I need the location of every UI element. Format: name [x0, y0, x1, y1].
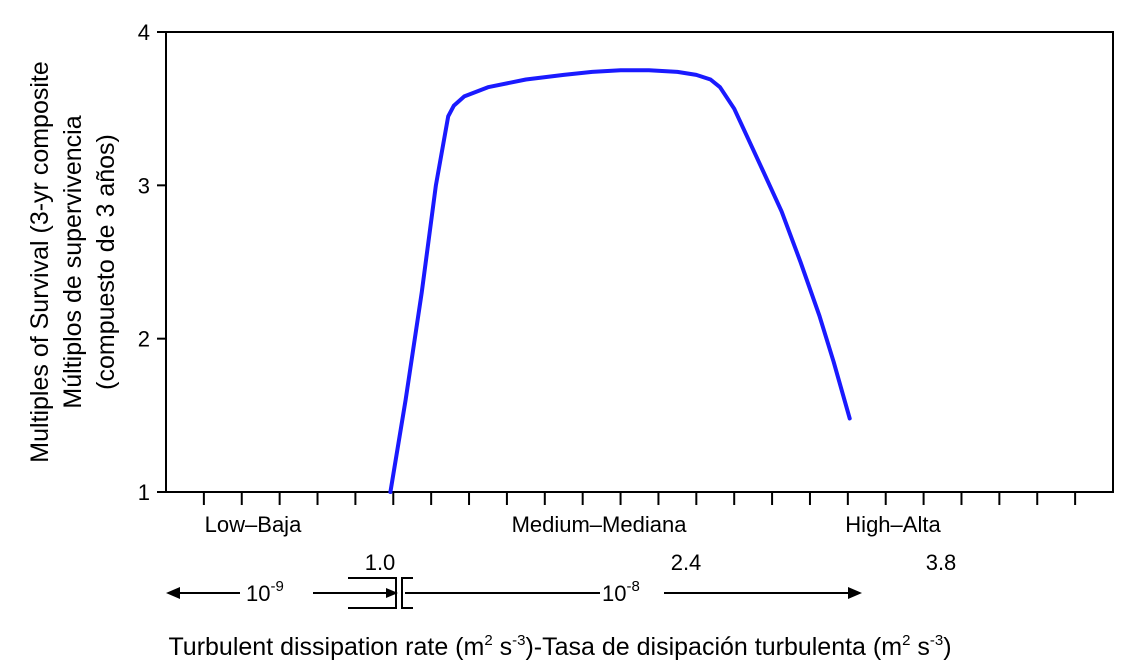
plot-frame: [165, 31, 1114, 493]
category-label-medium: Medium–Mediana: [512, 512, 688, 537]
y-axis: 1 2 3 4: [138, 20, 166, 505]
magnitude-label-left: 10-9: [246, 578, 284, 606]
category-value-medium: 2.4: [671, 550, 702, 575]
x-axis: [202, 492, 1077, 505]
y-tick-label: 3: [138, 173, 150, 198]
y-tick-label: 2: [138, 327, 150, 352]
category-label-low: Low–Baja: [205, 512, 302, 537]
range-bracket: [313, 577, 600, 609]
x-axis-title: Turbulent dissipation rate (m2 s-3)-Tasa…: [168, 632, 951, 661]
y-axis-title-line-2: Múltiplos de supervivencia: [59, 115, 87, 408]
range-arrow-right: [664, 587, 862, 599]
y-tick-label: 4: [138, 20, 150, 45]
y-axis-title-line-3: (compuesto de 3 años): [92, 134, 120, 390]
series-line: [388, 68, 852, 494]
category-label-high: High–Alta: [845, 512, 941, 537]
y-tick-label: 1: [138, 480, 150, 505]
range-arrow-left: [166, 587, 240, 599]
y-axis-title-line-1: Multiples of Survival (3-yr composite: [26, 61, 54, 463]
category-value-high: 3.8: [926, 550, 957, 575]
category-value-low: 1.0: [365, 550, 396, 575]
magnitude-label-right: 10-8: [602, 578, 640, 606]
y-axis-title: Multiples of Survival (3-yr composite Mú…: [26, 61, 120, 463]
